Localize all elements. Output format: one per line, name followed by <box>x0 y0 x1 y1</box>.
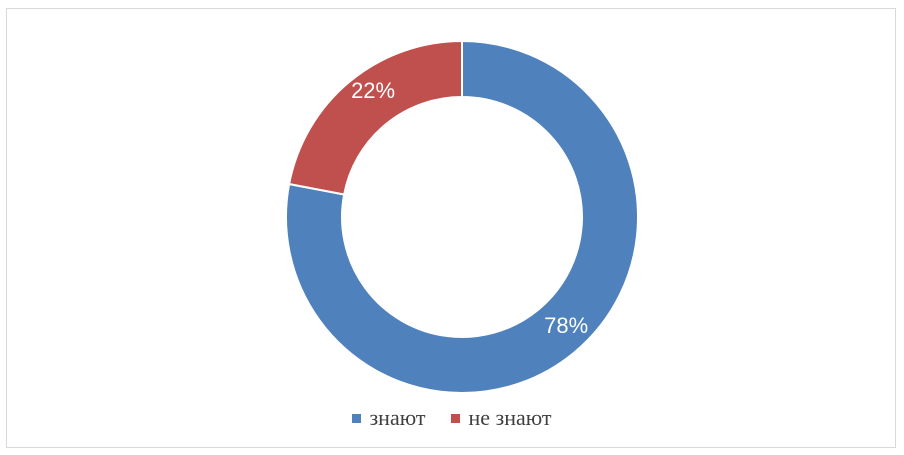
slice-label-know: 78% <box>544 313 588 338</box>
legend-swatch-know <box>352 413 362 423</box>
legend: знают не знают <box>7 405 897 431</box>
legend-item-dont-know: не знают <box>451 405 552 431</box>
legend-item-know: знают <box>352 405 425 431</box>
chart-frame: 78% 22% знают не знают <box>6 8 896 448</box>
donut-chart: 78% 22% <box>285 39 639 394</box>
slice-label-dont-know: 22% <box>351 78 395 103</box>
legend-label-dont-know: не знают <box>468 405 552 430</box>
legend-swatch-dont-know <box>451 413 461 423</box>
slice-know <box>285 39 639 394</box>
slice-dont-know <box>287 39 463 196</box>
legend-label-know: знают <box>369 405 426 430</box>
